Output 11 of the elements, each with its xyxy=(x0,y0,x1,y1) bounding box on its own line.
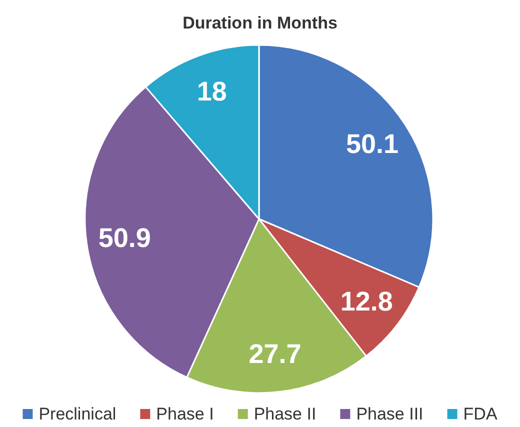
legend-label: Phase II xyxy=(254,404,316,424)
chart-title: Duration in Months xyxy=(182,14,338,32)
legend-label: Preclinical xyxy=(38,404,116,424)
data-label: 12.8 xyxy=(340,286,393,317)
data-label: 50.9 xyxy=(98,223,151,254)
legend-label: FDA xyxy=(463,404,498,424)
legend-label: Phase III xyxy=(356,404,424,424)
data-label: 50.1 xyxy=(346,129,399,160)
data-label: 18 xyxy=(196,76,227,107)
data-label: 27.7 xyxy=(248,338,302,369)
legend-label: Phase I xyxy=(156,404,214,424)
